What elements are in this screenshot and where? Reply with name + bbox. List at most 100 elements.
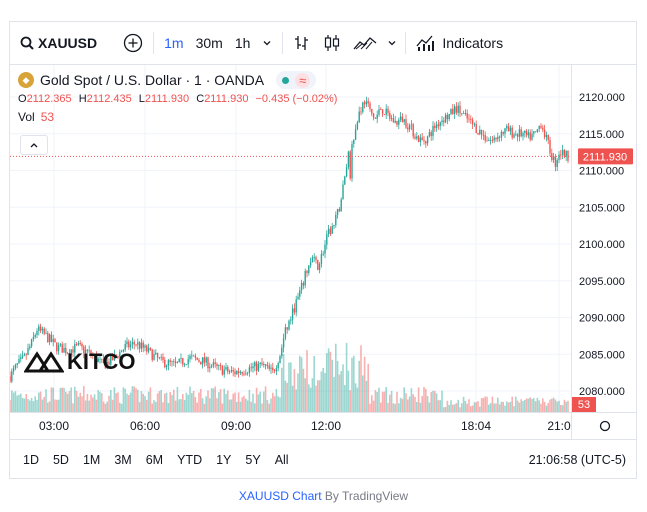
candle-body xyxy=(497,136,499,140)
volume-bar xyxy=(543,401,546,412)
candle-body xyxy=(378,109,380,115)
candle-body xyxy=(417,136,420,143)
range-all[interactable]: All xyxy=(274,453,289,467)
volume-bar xyxy=(272,392,274,412)
candle-body xyxy=(390,118,393,119)
candle-body xyxy=(138,342,141,349)
candle-body xyxy=(302,282,305,286)
candle-body xyxy=(192,355,195,357)
candle-body xyxy=(160,356,162,358)
settings-gear-icon[interactable] xyxy=(599,420,611,432)
low-label: L xyxy=(138,93,145,105)
candles-style-button[interactable] xyxy=(317,28,347,58)
volume-bar xyxy=(507,402,510,412)
interval-30m[interactable]: 30m xyxy=(195,35,223,51)
y-tick-label: 2115.000 xyxy=(579,129,624,141)
volume-bar xyxy=(313,356,315,412)
area-style-button[interactable] xyxy=(347,28,383,58)
candle-body xyxy=(437,124,440,127)
volume-bar xyxy=(263,391,265,412)
range-5d[interactable]: 5D xyxy=(52,453,69,467)
volume-bar xyxy=(90,394,92,412)
range-5y[interactable]: 5Y xyxy=(245,453,261,467)
volume-bar xyxy=(104,403,107,412)
chart-type-dropdown[interactable] xyxy=(383,28,401,58)
market-status-badge[interactable]: ≈ xyxy=(276,71,317,89)
volume-bar xyxy=(219,389,222,412)
interval-dropdown[interactable] xyxy=(256,28,278,58)
price-chart[interactable]: 2120.000 2115.000 2110.000 2105.000 2100.000… xyxy=(10,22,636,439)
volume-bar xyxy=(228,399,231,412)
volume-bar xyxy=(439,400,441,412)
volume-bar xyxy=(558,400,560,412)
volume-bar xyxy=(99,391,101,412)
candle-body xyxy=(525,130,528,136)
symbol-search[interactable]: XAUUSD xyxy=(10,28,103,58)
gold-symbol-icon: ◆ xyxy=(18,72,34,88)
candle-body xyxy=(552,156,555,160)
candle-body xyxy=(396,120,398,125)
volume-bar xyxy=(295,389,297,412)
volume-bar xyxy=(421,395,423,412)
bars-style-button[interactable] xyxy=(287,28,317,58)
range-ytd[interactable]: YTD xyxy=(177,453,203,467)
volume-bar xyxy=(396,391,398,412)
volume-bar xyxy=(399,397,402,412)
volume-bar xyxy=(354,383,357,412)
range-1m[interactable]: 1M xyxy=(82,453,101,467)
candle-body xyxy=(225,367,227,370)
candle-body xyxy=(468,118,470,120)
candle-body xyxy=(113,354,116,361)
candle-body xyxy=(356,122,359,130)
clock-timezone[interactable]: 21:06:58 (UTC-5) xyxy=(528,453,626,467)
interval-1h[interactable]: 1h xyxy=(234,35,251,51)
volume-bar xyxy=(403,387,405,412)
candle-body xyxy=(273,370,276,372)
candle-body xyxy=(158,357,161,359)
volume-bar xyxy=(155,401,157,412)
volume-bar xyxy=(497,397,499,412)
candle-body xyxy=(551,153,553,160)
volume-bar xyxy=(174,400,177,412)
candle-body xyxy=(322,253,324,255)
volume-bar xyxy=(200,388,202,412)
y-tick-label: 2105.000 xyxy=(579,202,625,214)
candle-body xyxy=(414,136,416,139)
volume-bar xyxy=(540,403,542,412)
candle-body xyxy=(108,361,110,365)
volume-bar xyxy=(551,398,553,412)
volume-bar xyxy=(61,387,63,412)
volume-bar xyxy=(457,399,459,412)
collapse-legend-button[interactable] xyxy=(20,135,48,155)
symbol-chart-link[interactable]: XAUUSD Chart xyxy=(238,489,322,503)
range-1d[interactable]: 1D xyxy=(23,453,39,467)
candle-body xyxy=(507,125,510,132)
candle-body xyxy=(10,376,11,382)
volume-bar xyxy=(237,392,240,412)
candle-body xyxy=(196,357,198,360)
volume-bar xyxy=(275,388,278,412)
indicators-button[interactable]: Indicators xyxy=(410,28,509,58)
candle-body xyxy=(518,129,521,137)
volume-bar xyxy=(367,363,369,412)
compare-button[interactable] xyxy=(117,28,149,58)
volume-bar xyxy=(45,389,47,412)
candle-body xyxy=(12,368,15,372)
volume-bar xyxy=(349,390,351,412)
candle-body xyxy=(536,129,539,133)
candle-body xyxy=(462,113,465,114)
range-6m[interactable]: 6M xyxy=(145,453,164,467)
candle-body xyxy=(513,134,515,138)
interval-1m[interactable]: 1m xyxy=(164,35,184,51)
volume-bar xyxy=(115,393,117,412)
candle-body xyxy=(282,338,285,348)
by-tradingview: By TradingView xyxy=(321,489,409,503)
candle-body xyxy=(248,367,251,373)
volume-bar xyxy=(183,399,186,412)
candle-body xyxy=(90,350,92,355)
range-3m[interactable]: 3M xyxy=(114,453,132,467)
range-1y[interactable]: 1Y xyxy=(216,453,232,467)
volume-bar xyxy=(484,396,486,412)
candle-body xyxy=(459,105,461,114)
candle-body xyxy=(407,127,409,130)
